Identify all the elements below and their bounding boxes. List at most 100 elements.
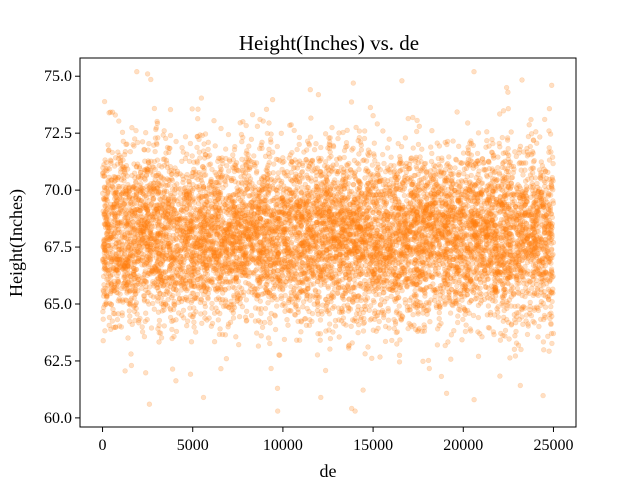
data-point <box>492 281 498 287</box>
data-point <box>351 195 357 201</box>
data-point <box>304 138 311 144</box>
data-point <box>258 333 264 339</box>
data-point <box>266 315 273 322</box>
data-point <box>289 149 295 156</box>
data-point <box>148 158 154 165</box>
data-point <box>387 184 393 191</box>
data-point <box>475 221 481 228</box>
data-point <box>127 229 133 236</box>
data-point <box>507 186 513 192</box>
data-point <box>484 264 491 270</box>
data-point <box>335 135 341 142</box>
data-point <box>488 181 494 187</box>
data-point <box>392 168 398 174</box>
scatter-points <box>99 68 557 414</box>
data-point <box>442 178 448 184</box>
data-point <box>217 275 224 281</box>
data-point <box>107 157 114 163</box>
data-point <box>306 142 313 148</box>
data-point <box>336 233 342 239</box>
data-point <box>485 303 492 309</box>
data-point <box>306 141 312 147</box>
data-point <box>390 239 396 245</box>
data-point <box>281 336 288 343</box>
data-point <box>512 149 518 155</box>
data-point <box>508 180 515 187</box>
data-point <box>332 323 339 329</box>
data-point <box>268 213 274 219</box>
data-point <box>241 261 247 267</box>
data-point <box>258 310 264 316</box>
data-point <box>145 208 151 214</box>
data-point <box>410 193 416 199</box>
data-point <box>164 176 170 182</box>
data-point <box>469 213 476 220</box>
data-point <box>167 132 174 139</box>
data-point <box>233 277 239 283</box>
data-point <box>415 243 421 250</box>
data-point <box>103 299 109 306</box>
data-point <box>477 290 483 296</box>
data-point <box>520 172 526 178</box>
data-point <box>497 209 503 216</box>
data-point <box>401 252 407 258</box>
data-point <box>244 308 250 314</box>
data-point <box>366 233 372 239</box>
data-point <box>511 312 517 318</box>
data-point <box>173 328 180 335</box>
data-point <box>176 310 182 316</box>
data-point <box>211 221 217 227</box>
data-point <box>353 239 360 245</box>
data-point <box>287 215 293 221</box>
data-point <box>462 213 468 219</box>
data-point <box>259 145 265 152</box>
data-point <box>236 314 243 320</box>
data-point <box>456 197 462 203</box>
data-point <box>160 244 166 250</box>
data-point <box>213 247 219 254</box>
data-point <box>283 247 289 253</box>
data-point <box>142 158 148 164</box>
data-point <box>315 253 321 260</box>
data-point <box>407 175 413 181</box>
data-point <box>442 234 448 240</box>
data-point <box>313 204 319 210</box>
data-point <box>428 191 434 197</box>
data-point <box>370 238 376 245</box>
data-point <box>257 193 263 200</box>
data-point <box>394 341 400 347</box>
data-point <box>326 214 332 220</box>
data-point <box>159 238 166 244</box>
data-point <box>320 254 326 261</box>
data-point <box>189 254 196 260</box>
data-point <box>363 281 369 288</box>
data-point <box>298 254 304 260</box>
data-point <box>154 277 160 283</box>
data-point <box>187 140 194 147</box>
data-point <box>447 310 454 316</box>
data-point <box>406 275 412 282</box>
data-point <box>296 249 302 255</box>
data-point <box>403 169 409 176</box>
data-point <box>129 124 135 131</box>
data-point <box>437 220 443 226</box>
data-point <box>540 347 547 353</box>
data-point <box>313 219 320 226</box>
data-point <box>150 213 156 220</box>
data-point <box>167 106 174 113</box>
data-point <box>473 191 479 198</box>
data-point <box>321 179 327 185</box>
data-point <box>427 211 433 218</box>
data-point <box>119 247 125 253</box>
data-point <box>344 228 350 235</box>
data-point <box>535 189 541 195</box>
data-point <box>513 153 519 160</box>
data-point <box>449 236 456 243</box>
data-point <box>169 318 175 325</box>
data-point <box>118 324 125 330</box>
data-point <box>425 205 432 212</box>
data-point <box>254 232 260 238</box>
data-point <box>490 228 496 235</box>
data-point <box>190 223 197 229</box>
data-point <box>221 229 228 235</box>
